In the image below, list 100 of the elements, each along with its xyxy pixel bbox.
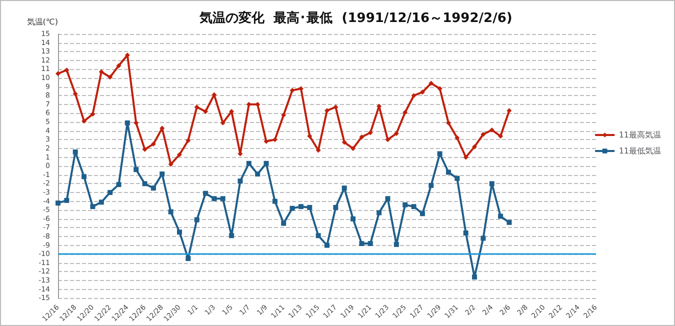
point: [64, 68, 70, 73]
point: [150, 186, 156, 191]
point: [186, 256, 191, 262]
point: [160, 171, 165, 176]
point: [82, 174, 87, 180]
point: [446, 120, 451, 126]
point: [290, 88, 295, 93]
point: [255, 102, 260, 107]
point: [333, 204, 338, 210]
point: [134, 167, 139, 172]
point: [333, 104, 338, 110]
point: [116, 63, 122, 68]
point: [142, 146, 148, 152]
point: [437, 151, 442, 156]
point: [402, 202, 408, 208]
point: [307, 204, 312, 210]
point: [359, 241, 364, 246]
point: [350, 146, 356, 151]
point: [498, 214, 504, 219]
point: [506, 220, 512, 225]
point: [264, 138, 269, 144]
point: [420, 211, 425, 216]
point: [411, 204, 416, 210]
point: [203, 190, 208, 196]
point: [472, 274, 478, 280]
point: [324, 108, 330, 114]
point: [238, 178, 243, 184]
point: [64, 198, 70, 203]
point: [220, 120, 226, 126]
point: [212, 196, 217, 202]
point: [385, 137, 390, 142]
point: [506, 108, 512, 114]
chart-title: 気温の変化 最高･最低 (1991/12/16～1992/2/6): [198, 10, 512, 26]
point: [385, 196, 390, 202]
point: [298, 204, 304, 210]
point: [264, 160, 269, 166]
point: [90, 112, 96, 117]
point: [229, 233, 234, 238]
point: [168, 209, 174, 214]
point: [428, 182, 434, 188]
point: [402, 110, 408, 115]
point: [98, 69, 104, 74]
point: [316, 233, 321, 238]
point: [498, 134, 504, 139]
point: [116, 182, 122, 188]
point: [72, 149, 78, 154]
point: [472, 144, 478, 150]
point: [281, 220, 286, 226]
point: [368, 241, 373, 246]
point: [220, 196, 226, 202]
point: [194, 217, 200, 222]
point: [56, 200, 60, 206]
point: [246, 102, 252, 107]
point: [489, 127, 494, 132]
point: [90, 204, 96, 210]
point: [307, 134, 312, 139]
point: [368, 130, 373, 136]
point: [480, 132, 486, 137]
point: [72, 91, 78, 96]
point: [255, 171, 260, 176]
point: [376, 210, 382, 216]
point: [134, 120, 139, 126]
point: [454, 135, 460, 140]
point: [463, 154, 468, 160]
point: [394, 242, 399, 247]
point: [411, 93, 416, 98]
point: [272, 198, 278, 204]
point: [150, 142, 156, 147]
y-axis-title: 気温(℃): [26, 18, 58, 26]
point: [480, 236, 486, 241]
point: [194, 104, 200, 110]
point: [420, 90, 425, 95]
point: [446, 170, 451, 175]
point: [342, 140, 347, 145]
point: [359, 134, 364, 140]
point: [176, 152, 182, 158]
point: [186, 138, 191, 144]
point: [108, 190, 113, 195]
point: [463, 230, 468, 236]
point: [454, 176, 460, 181]
point: [98, 200, 104, 205]
point: [82, 118, 87, 124]
legend-label: 11最低気温: [618, 146, 662, 156]
point: [124, 120, 130, 126]
point: [437, 86, 442, 92]
point: [142, 181, 148, 186]
point: [108, 74, 113, 80]
point: [324, 242, 330, 248]
point: [290, 206, 295, 211]
point: [176, 230, 182, 235]
point: [489, 181, 494, 186]
point: [281, 112, 286, 118]
point: [56, 71, 60, 76]
point: [342, 186, 347, 191]
legend-label: 11最高気温: [618, 130, 662, 140]
point: [350, 216, 356, 222]
point: [428, 80, 434, 86]
point: [203, 108, 208, 114]
point: [394, 130, 399, 136]
point: [246, 160, 252, 166]
